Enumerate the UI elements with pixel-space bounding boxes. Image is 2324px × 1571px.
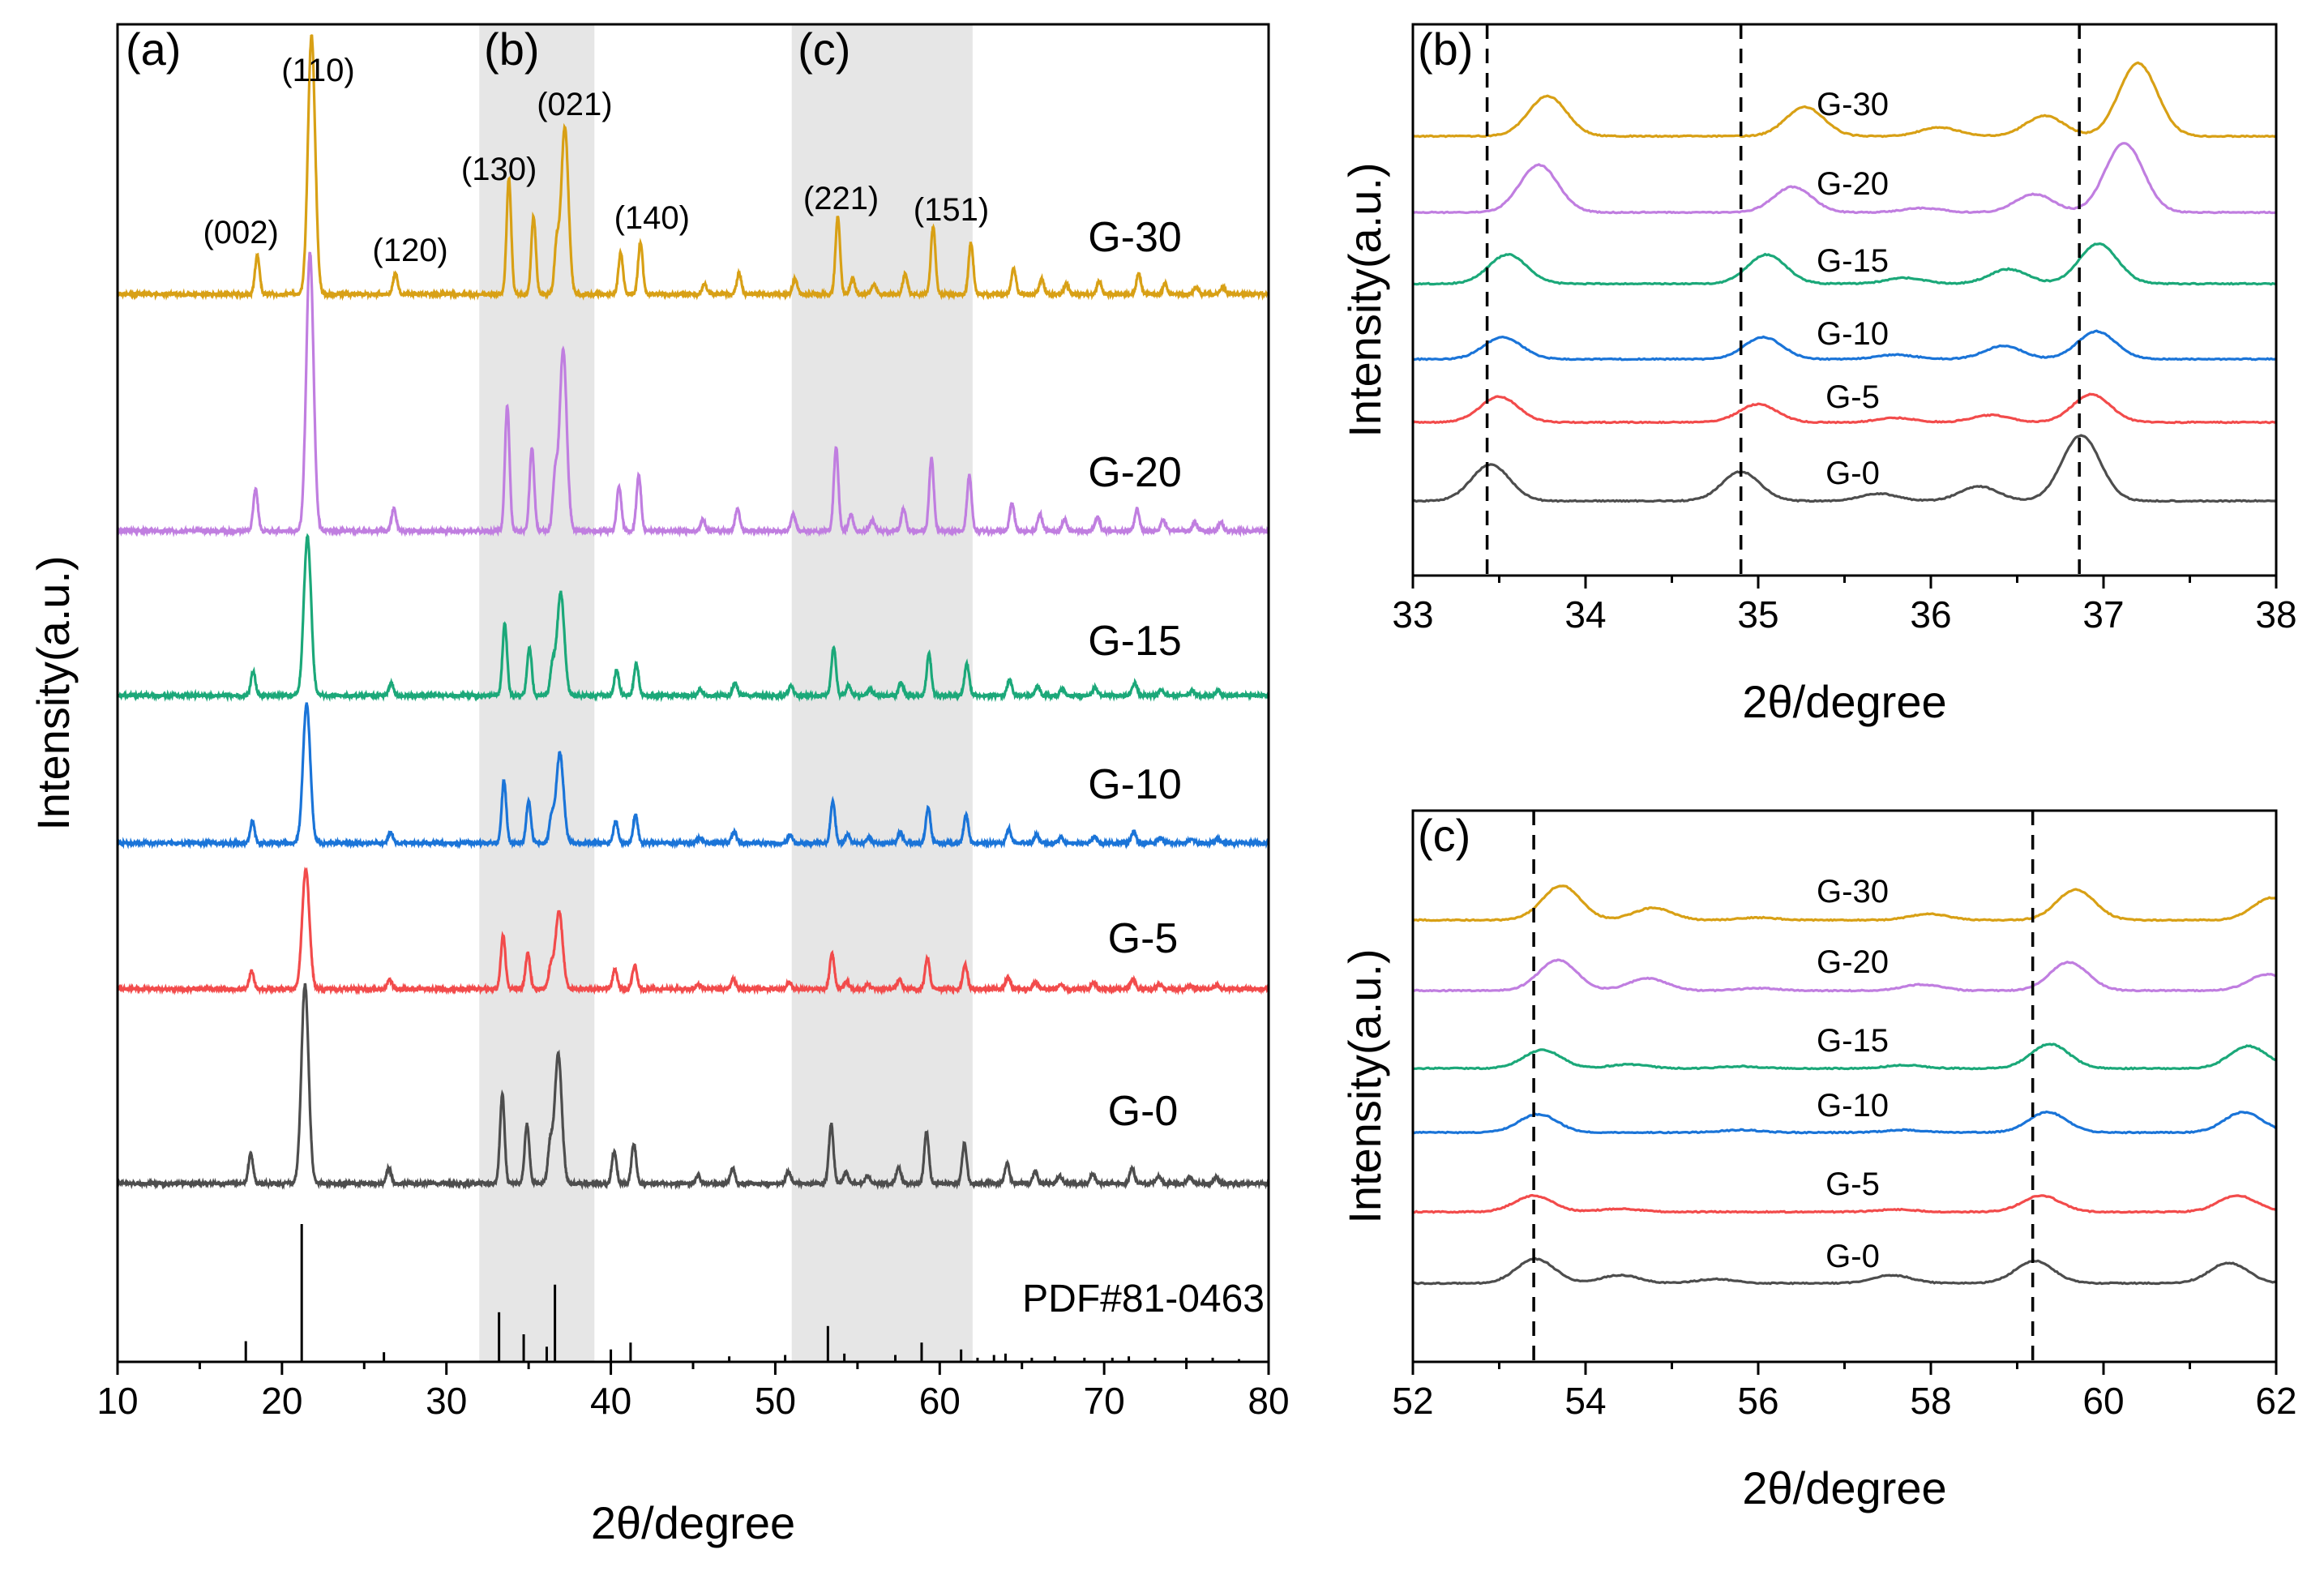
region-label-b: (b) xyxy=(484,24,539,75)
inset-c-label-g-30: G-30 xyxy=(1817,874,1889,910)
x-tick-label: 20 xyxy=(261,1380,302,1422)
series-label-g-15: G-15 xyxy=(1088,618,1182,665)
panel-label-a: (a) xyxy=(126,24,181,75)
series-line-g-0 xyxy=(116,982,1269,1191)
inset-c-line-g-15 xyxy=(1413,1042,2277,1071)
region-label-c: (c) xyxy=(798,24,850,75)
inset-c-x-axis-title: 2θ/degree xyxy=(1742,1462,1946,1513)
inset-c-line-g-10 xyxy=(1412,1110,2277,1135)
inset-b-x-tick-label: 37 xyxy=(2082,593,2124,636)
hkl-label-140: (140) xyxy=(614,200,690,236)
series-line-g-30 xyxy=(116,34,1269,302)
series-label-g-10: G-10 xyxy=(1088,761,1182,808)
series-label-g-5: G-5 xyxy=(1108,915,1179,962)
inset-b-x-tick-label: 38 xyxy=(2255,593,2296,636)
y-axis-title: Intensity(a.u.) xyxy=(28,555,79,830)
hkl-label-151: (151) xyxy=(914,192,989,228)
panel-label-c: (c) xyxy=(1418,810,1470,861)
inset-b-line-g-0 xyxy=(1412,434,2277,503)
inset-c-x-tick-label: 58 xyxy=(1910,1380,1951,1422)
inset-c-x-tick-label: 60 xyxy=(2082,1380,2124,1422)
inset-b-line-g-15 xyxy=(1412,242,2277,286)
inset-b-line-g-10 xyxy=(1412,329,2277,362)
inset-b-line-g-20 xyxy=(1412,142,2277,215)
inset-b-x-tick-label: 35 xyxy=(1737,593,1778,636)
inset-c-label-g-10: G-10 xyxy=(1817,1088,1889,1124)
inset-b-label-g-5: G-5 xyxy=(1825,379,1880,415)
x-tick-label: 50 xyxy=(755,1380,796,1422)
x-tick-label: 30 xyxy=(426,1380,467,1422)
inset-b-label-g-0: G-0 xyxy=(1825,456,1880,491)
inset-c-line-g-0 xyxy=(1412,1256,2277,1286)
series-line-g-10 xyxy=(116,702,1270,850)
series-label-g-30: G-30 xyxy=(1088,214,1182,261)
x-tick-label: 40 xyxy=(590,1380,631,1422)
inset-b-line-g-5 xyxy=(1412,392,2277,425)
hkl-label-120: (120) xyxy=(372,233,447,268)
x-tick-label: 10 xyxy=(96,1380,138,1422)
inset-b-label-g-30: G-30 xyxy=(1817,87,1889,122)
inset-c-label-g-15: G-15 xyxy=(1817,1023,1889,1059)
hkl-label-221: (221) xyxy=(803,181,879,216)
series-label-g-20: G-20 xyxy=(1088,449,1182,496)
hkl-label-002: (002) xyxy=(203,215,278,250)
series-line-g-20 xyxy=(116,251,1270,538)
series-line-g-15 xyxy=(116,533,1269,703)
inset-c-line-g-20 xyxy=(1412,958,2277,993)
series-line-g-5 xyxy=(116,867,1270,996)
inset-b-x-tick-label: 33 xyxy=(1392,593,1433,636)
x-tick-label: 80 xyxy=(1248,1380,1289,1422)
inset-c-line-g-5 xyxy=(1412,1193,2277,1214)
inset-c-line-g-30 xyxy=(1412,884,2277,922)
hkl-label-021: (021) xyxy=(537,87,612,122)
x-tick-label: 70 xyxy=(1084,1380,1125,1422)
x-axis-title: 2θ/degree xyxy=(591,1497,795,1548)
hkl-label-130: (130) xyxy=(461,152,537,187)
x-tick-label: 60 xyxy=(919,1380,961,1422)
inset-b-label-g-10: G-10 xyxy=(1817,316,1889,352)
inset-b-x-axis-title: 2θ/degree xyxy=(1742,676,1946,727)
inset-b-label-g-20: G-20 xyxy=(1817,166,1889,202)
inset-c-x-tick-label: 62 xyxy=(2255,1380,2296,1422)
inset-c-x-tick-label: 56 xyxy=(1737,1380,1778,1422)
inset-c-y-axis-title: Intensity(a.u.) xyxy=(1339,948,1390,1223)
inset-c-label-g-5: G-5 xyxy=(1825,1166,1880,1202)
inset-c-x-tick-label: 54 xyxy=(1564,1380,1606,1422)
panel-label-b: (b) xyxy=(1418,24,1473,75)
inset-b-line-g-30 xyxy=(1412,61,2277,139)
inset-b-x-tick-label: 36 xyxy=(1910,593,1951,636)
hkl-label-110: (110) xyxy=(281,53,354,88)
inset-c-label-g-0: G-0 xyxy=(1825,1239,1880,1274)
reference-label: PDF#81-0463 xyxy=(1022,1278,1265,1321)
inset-c-label-g-20: G-20 xyxy=(1817,944,1889,980)
inset-b-label-g-15: G-15 xyxy=(1817,243,1889,279)
inset-c-x-tick-label: 52 xyxy=(1392,1380,1433,1422)
inset-b-x-tick-label: 34 xyxy=(1564,593,1606,636)
series-label-g-0: G-0 xyxy=(1108,1088,1179,1135)
inset-b-y-axis-title: Intensity(a.u.) xyxy=(1339,162,1390,437)
